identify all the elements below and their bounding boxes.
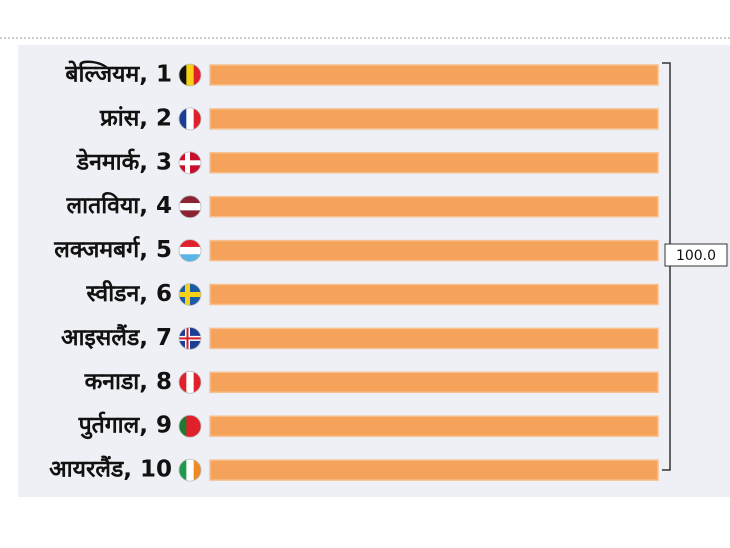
bar	[209, 239, 659, 262]
bar	[209, 459, 659, 481]
bar	[209, 195, 659, 218]
flag-cross	[179, 337, 201, 340]
flag-stripe	[186, 107, 195, 130]
flag	[179, 459, 201, 482]
flag-stripe	[179, 254, 201, 262]
flag-stripe	[186, 415, 195, 438]
flag-stripe	[186, 371, 195, 394]
flag-stripe	[179, 239, 201, 248]
category-label: कनाडा, 8	[84, 369, 172, 395]
flag	[179, 107, 201, 130]
flag-stripe	[193, 371, 201, 394]
flag-ring	[178, 239, 202, 263]
flag-stripe	[179, 459, 187, 482]
category-label: स्वीडन, 6	[85, 279, 172, 307]
flag-ring	[178, 107, 202, 131]
annotation: 100.0	[676, 248, 716, 264]
flag	[179, 239, 201, 262]
bar	[209, 371, 659, 394]
category-label: फ्रांस, 2	[99, 105, 172, 131]
flag-cross	[179, 160, 201, 166]
flag	[179, 371, 201, 394]
flag	[179, 415, 201, 438]
flag-ring	[178, 326, 202, 350]
flag	[179, 327, 201, 350]
flag	[179, 64, 201, 86]
flag	[179, 283, 201, 306]
category-label: बेल्जियम, 1	[64, 60, 172, 88]
flag-stripe	[179, 64, 187, 86]
flag-ring	[178, 283, 202, 306]
bar	[209, 64, 659, 86]
flag-stripe	[186, 64, 195, 86]
flag-ring	[178, 195, 202, 219]
bar	[209, 327, 659, 350]
flag-stripe	[179, 371, 187, 394]
category-label: डेनमार्क, 3	[76, 147, 172, 175]
flag-ring	[178, 63, 202, 87]
bar	[209, 283, 659, 306]
flag-cross	[179, 292, 201, 297]
flag-ring	[178, 370, 202, 394]
flag-stripe	[179, 210, 201, 218]
annotation-box	[664, 243, 728, 267]
flag-ring	[178, 414, 202, 438]
flag-ring	[178, 151, 202, 175]
category-label: लक्जमबर्ग, 5	[53, 235, 172, 263]
flag-stripe	[179, 415, 187, 438]
bar	[209, 108, 659, 130]
flag	[179, 195, 201, 218]
category-label: लातविया, 4	[66, 191, 172, 219]
flag-stripe	[179, 195, 201, 204]
flag-stripe	[179, 246, 201, 255]
flag-stripe	[193, 107, 201, 130]
bar	[209, 415, 659, 437]
flag-stripe	[193, 459, 201, 482]
bar	[209, 152, 659, 174]
flag-stripe	[179, 107, 187, 130]
flag-ring	[178, 458, 202, 482]
category-label: पुर्तगाल, 9	[78, 411, 172, 440]
flag	[179, 151, 201, 174]
flag-stripe	[193, 415, 201, 438]
flag-stripe	[179, 203, 201, 211]
flag-stripe	[186, 459, 195, 482]
category-label: आइसलैंड, 7	[61, 323, 172, 351]
category-label: आयरलैंड, 10	[49, 455, 172, 483]
flag-stripe	[193, 64, 201, 86]
